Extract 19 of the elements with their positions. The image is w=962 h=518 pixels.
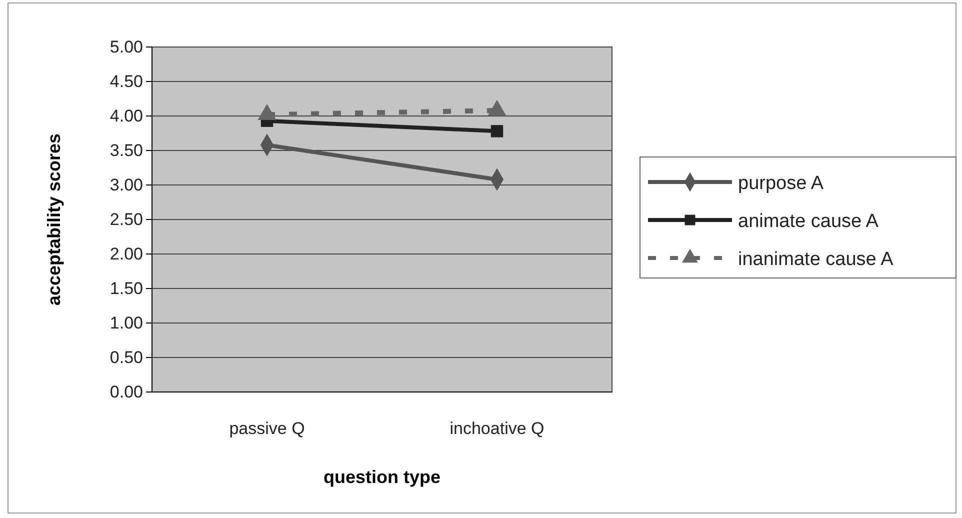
y-tick-label: 3.50: [110, 140, 143, 160]
y-axis-title: acceptability scores: [44, 133, 64, 306]
y-tick-label: 0.00: [110, 382, 143, 402]
y-tick-label: 1.00: [110, 313, 143, 332]
legend-label: animate cause A: [738, 211, 879, 232]
x-tick-label: passive Q: [229, 419, 305, 438]
y-tick-label: 2.00: [110, 244, 143, 264]
y-tick-label: 4.50: [110, 72, 143, 91]
y-tick-label: 4.00: [110, 106, 143, 126]
y-tick-label: 2.50: [110, 210, 143, 229]
y-tick-label: 1.50: [110, 278, 143, 298]
x-axis-title: question type: [323, 467, 441, 487]
y-tick-label: 0.50: [110, 348, 143, 367]
legend-label: purpose A: [738, 173, 824, 194]
legend-label: inanimate cause A: [738, 249, 894, 270]
y-tick-label: 5.00: [110, 37, 143, 56]
x-tick-label: inchoative Q: [450, 419, 544, 438]
point: [490, 125, 504, 138]
y-tick-label: 3.00: [110, 175, 143, 194]
